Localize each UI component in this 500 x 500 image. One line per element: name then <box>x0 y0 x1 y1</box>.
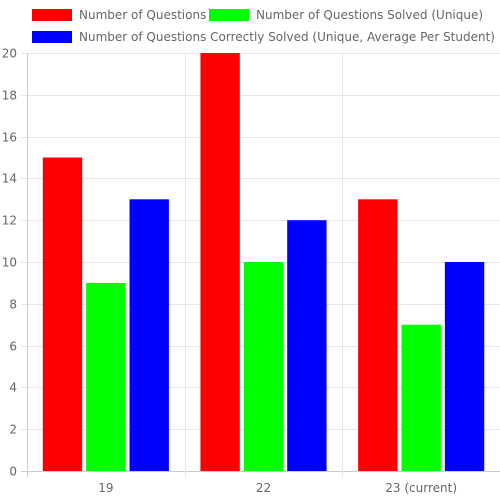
legend-item-series-1[interactable]: Number of Questions Solved (Unique) <box>209 7 483 23</box>
x-tick-label: 22 <box>256 481 271 495</box>
x-tick-label: 23 (current) <box>385 481 457 495</box>
bar-series-0-category-1[interactable] <box>200 53 240 471</box>
y-tick-label: 20 <box>2 47 17 61</box>
legend-swatch-series-0 <box>32 9 72 21</box>
bar-series-2-category-0[interactable] <box>129 199 169 472</box>
y-tick-label: 6 <box>9 340 17 354</box>
legend-label-series-1: Number of Questions Solved (Unique) <box>256 8 484 22</box>
bar-series-0-category-2[interactable] <box>358 199 398 472</box>
bar-series-1-category-1[interactable] <box>243 262 284 471</box>
y-tick-label: 8 <box>9 298 17 312</box>
bar-series-0-category-0[interactable] <box>42 157 83 472</box>
bars <box>42 53 485 472</box>
bar-series-2-category-1[interactable] <box>287 220 327 471</box>
y-tick-label: 0 <box>9 465 17 479</box>
x-axis: 19 22 23 (current) <box>98 481 457 495</box>
y-tick-label: 12 <box>2 214 17 228</box>
legend: Number of Questions Number of Questions … <box>0 0 500 48</box>
y-tick-label: 2 <box>9 423 17 437</box>
legend-swatch-series-1 <box>209 9 249 21</box>
legend-item-series-2[interactable]: Number of Questions Correctly Solved (Un… <box>32 29 495 45</box>
bar-series-2-category-2[interactable] <box>444 262 485 471</box>
x-tick-label: 19 <box>98 481 113 495</box>
y-axis: 0 2 4 6 8 10 12 14 16 18 20 <box>2 47 17 479</box>
y-tick-label: 4 <box>9 381 17 395</box>
y-tick-label: 18 <box>2 89 17 103</box>
legend-label-series-2: Number of Questions Correctly Solved (Un… <box>79 30 495 44</box>
bar-series-1-category-0[interactable] <box>86 282 126 471</box>
legend-item-series-0[interactable]: Number of Questions <box>32 7 206 23</box>
y-tick-label: 10 <box>2 256 17 270</box>
y-tick-label: 14 <box>2 172 17 186</box>
bar-series-1-category-2[interactable] <box>401 324 441 471</box>
legend-label-series-0: Number of Questions <box>79 8 207 22</box>
y-tick-label: 16 <box>2 131 17 145</box>
legend-swatch-series-2 <box>32 31 72 43</box>
